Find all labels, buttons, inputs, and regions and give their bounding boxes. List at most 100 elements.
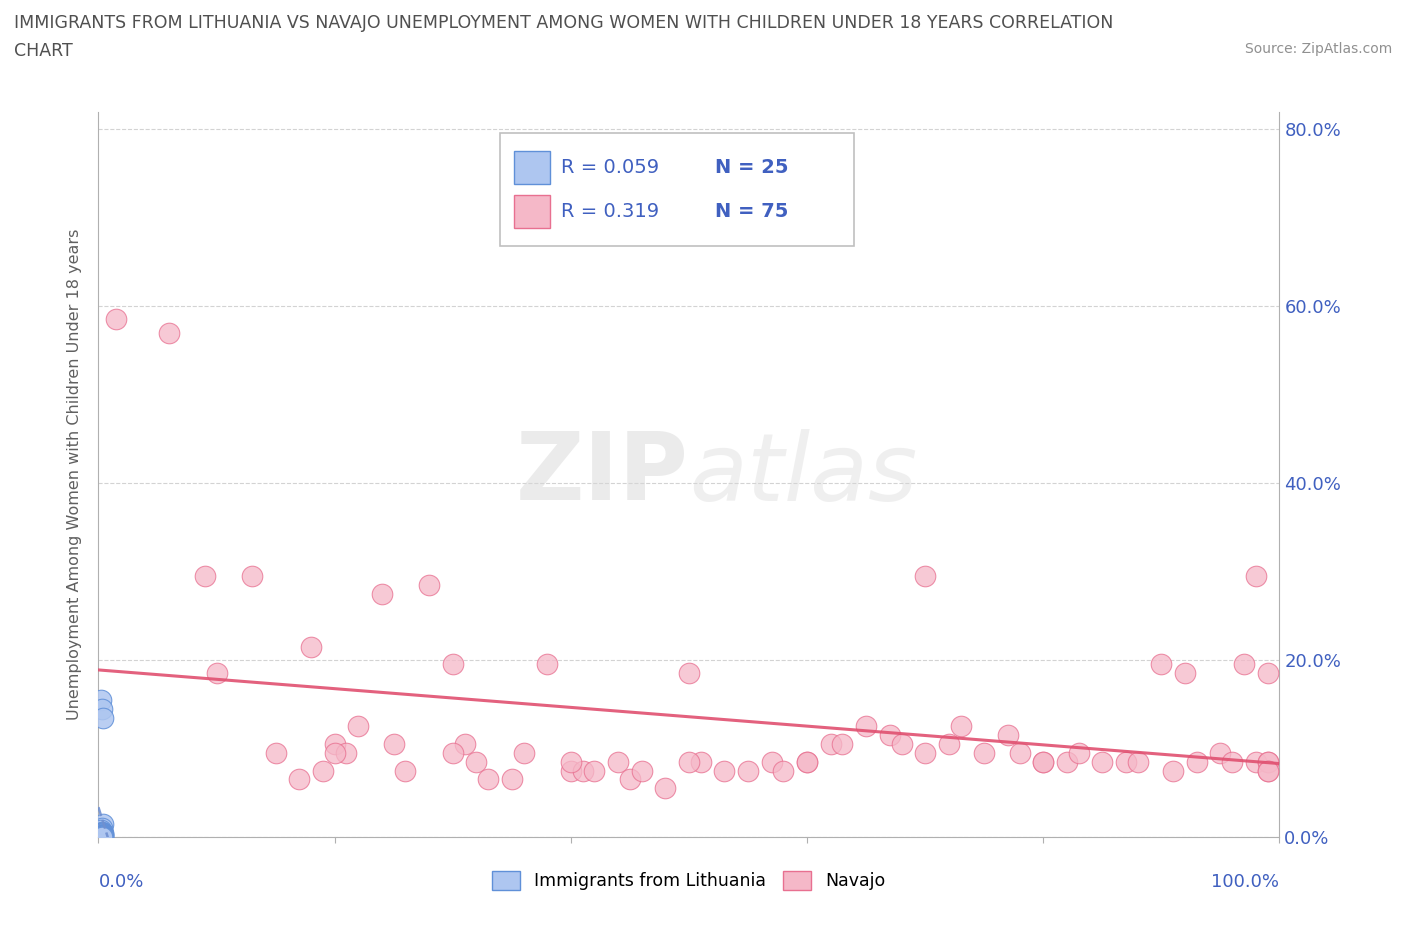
Point [90, 827, 112, 842]
Point [394, 764, 416, 778]
Point [1056, 754, 1078, 769]
Point [890, 737, 912, 751]
Text: R = 0.319: R = 0.319 [561, 202, 659, 221]
Point [91, 817, 114, 831]
Text: Source: ZipAtlas.com: Source: ZipAtlas.com [1244, 42, 1392, 56]
Point [91, 828, 114, 843]
Point [91, 711, 114, 725]
Point [772, 764, 794, 778]
Point [914, 568, 936, 583]
Legend: Immigrants from Lithuania, Navajo: Immigrants from Lithuania, Navajo [485, 864, 893, 897]
Point [1008, 746, 1031, 761]
Point [312, 764, 335, 778]
Point [560, 764, 582, 778]
Point [91, 826, 114, 841]
Text: IMMIGRANTS FROM LITHUANIA VS NAVAJO UNEMPLOYMENT AMONG WOMEN WITH CHILDREN UNDER: IMMIGRANTS FROM LITHUANIA VS NAVAJO UNEM… [14, 14, 1114, 32]
Point [536, 658, 558, 672]
Text: atlas: atlas [689, 429, 917, 520]
Point [91, 828, 114, 843]
Point [1161, 764, 1184, 778]
Point [347, 719, 370, 734]
Text: 0.0%: 0.0% [98, 873, 143, 891]
Point [477, 772, 499, 787]
Point [949, 719, 972, 734]
Point [512, 746, 534, 761]
Point [1257, 754, 1279, 769]
Point [91, 827, 114, 842]
Point [1032, 754, 1054, 769]
Point [1220, 754, 1243, 769]
Point [938, 737, 960, 751]
Point [288, 772, 311, 787]
Point [1244, 568, 1267, 583]
Text: 100.0%: 100.0% [1212, 873, 1279, 891]
Point [453, 737, 475, 751]
Point [1244, 754, 1267, 769]
Point [90, 829, 112, 844]
Point [90, 822, 112, 837]
Point [1257, 764, 1279, 778]
Point [1257, 666, 1279, 681]
Point [299, 639, 322, 654]
Point [90, 826, 112, 841]
Point [713, 764, 735, 778]
Point [761, 754, 783, 769]
Point [91, 701, 114, 716]
Point [205, 666, 228, 681]
Point [737, 764, 759, 778]
Point [91, 824, 114, 839]
Point [678, 666, 700, 681]
Point [630, 764, 652, 778]
Point [855, 719, 877, 734]
Point [831, 737, 853, 751]
Point [1209, 746, 1232, 761]
Point [91, 829, 114, 844]
Point [382, 737, 405, 751]
Point [1233, 658, 1256, 672]
Point [1067, 746, 1090, 761]
Point [501, 772, 523, 787]
Text: N = 75: N = 75 [714, 202, 789, 221]
Point [879, 728, 901, 743]
Point [571, 764, 593, 778]
Text: N = 25: N = 25 [714, 158, 789, 177]
Point [323, 737, 346, 751]
Point [796, 754, 818, 769]
Point [91, 829, 114, 844]
Point [91, 825, 114, 840]
Point [973, 746, 995, 761]
Point [654, 781, 676, 796]
Point [91, 830, 114, 844]
Point [418, 578, 440, 592]
Point [335, 746, 357, 761]
Point [1032, 754, 1054, 769]
Bar [515, 195, 550, 228]
Y-axis label: Unemployment Among Women with Children Under 18 years: Unemployment Among Women with Children U… [66, 229, 82, 720]
Point [560, 754, 582, 769]
Point [1185, 754, 1208, 769]
Point [91, 830, 114, 844]
Point [689, 754, 711, 769]
Point [91, 825, 114, 840]
Point [583, 764, 606, 778]
Point [607, 754, 630, 769]
Point [914, 746, 936, 761]
Point [1115, 754, 1137, 769]
Bar [515, 152, 550, 184]
Point [91, 829, 114, 844]
Point [323, 746, 346, 761]
Text: CHART: CHART [14, 42, 73, 60]
Point [105, 312, 128, 327]
Point [1257, 764, 1279, 778]
Point [91, 827, 114, 842]
FancyBboxPatch shape [501, 133, 855, 246]
Text: ZIP: ZIP [516, 429, 689, 520]
Point [1126, 754, 1149, 769]
Point [240, 568, 263, 583]
Point [371, 586, 394, 601]
Point [1150, 658, 1173, 672]
Point [619, 772, 641, 787]
Point [157, 326, 180, 340]
Point [678, 754, 700, 769]
Point [796, 754, 818, 769]
